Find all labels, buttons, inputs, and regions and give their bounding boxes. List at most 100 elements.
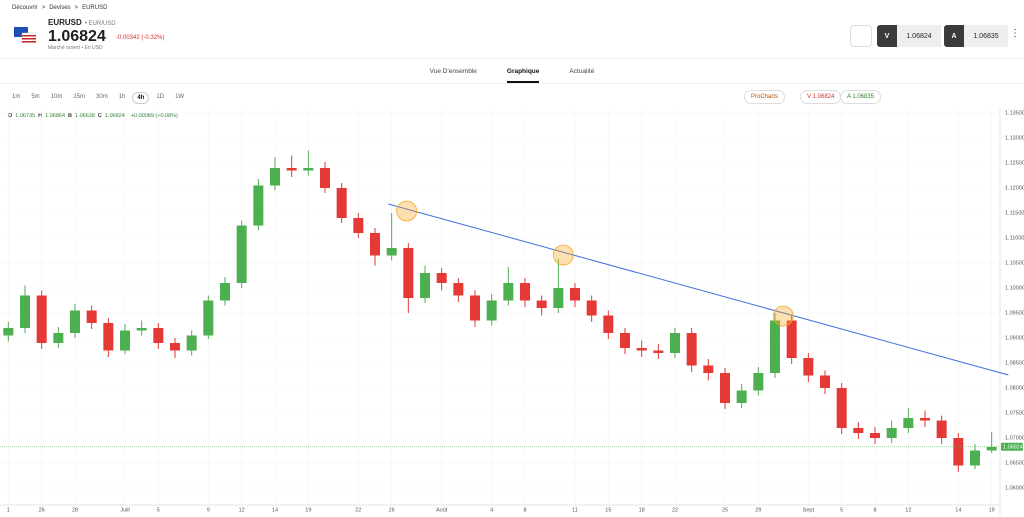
candle-body: [986, 447, 997, 451]
x-tick-label: 14: [272, 507, 278, 513]
y-tick-label: 1.09500: [1005, 310, 1024, 316]
x-tick-label: 19: [989, 507, 995, 513]
tab[interactable]: Vue D'ensemble: [429, 68, 477, 75]
candle-body: [53, 333, 64, 343]
x-tick-label: 11: [572, 507, 578, 513]
sell-pill[interactable]: V 1.06824: [800, 90, 842, 104]
crumb[interactable]: Devises: [49, 5, 71, 11]
timeframe[interactable]: 1W: [175, 94, 185, 100]
last-price-tag: [1001, 442, 1023, 451]
x-tick-label: 5: [157, 507, 160, 513]
y-tick-label: 1.08000: [1005, 385, 1024, 391]
candle-body: [86, 310, 97, 323]
candle-body: [453, 283, 464, 296]
candle-body: [186, 335, 197, 351]
candle-body: [686, 333, 697, 366]
x-tick-label: 9: [207, 507, 210, 513]
candle-body: [420, 273, 430, 298]
highlight-circle: [552, 244, 574, 266]
x-tick-label: 25: [722, 507, 728, 513]
timeframe[interactable]: 30m: [96, 94, 108, 100]
x-tick-label: Juill: [120, 507, 129, 513]
crumb: EURUSD: [82, 5, 108, 11]
y-tick-label: 1.12000: [1005, 185, 1024, 191]
list-button[interactable]: [850, 25, 872, 47]
candle-body: [903, 418, 914, 428]
candle-body: [286, 168, 297, 171]
ohlc-label: C: [97, 113, 102, 119]
tabs: Vue D'ensemble Graphique Actualité: [0, 58, 1024, 84]
ohlc-label: B: [68, 113, 73, 119]
candle-body: [336, 188, 347, 218]
timeframe[interactable]: 1m: [12, 94, 21, 100]
x-tick-label: 4: [490, 507, 493, 513]
timeframe[interactable]: 1h: [118, 94, 126, 100]
candle-body: [953, 438, 964, 466]
y-tick-label: 1.10500: [1005, 260, 1024, 266]
x-tick-label: 15: [605, 507, 611, 513]
ohlc-value: 1.06735: [15, 113, 36, 119]
timeframe[interactable]: 10m: [50, 94, 63, 100]
candle-body: [236, 225, 247, 283]
candle-body: [620, 333, 630, 348]
candle-body: [753, 373, 764, 391]
x-tick-label: 26: [39, 507, 45, 513]
candle-body: [136, 328, 147, 331]
timeframe[interactable]: 5m: [31, 94, 40, 100]
candle-body: [20, 295, 30, 328]
ohlc-legend: O 1.06735 H 1.06864 B 1.06638 C 1.06824 +0.00089…: [8, 113, 178, 119]
candle-body: [720, 373, 730, 403]
sell-button[interactable]: V 1.06824: [877, 25, 941, 47]
x-tick-label: 5: [840, 507, 843, 513]
candle-body: [303, 168, 314, 171]
ohlc-value: 1.06638: [75, 113, 95, 119]
candle-body: [370, 233, 380, 256]
candle-body: [320, 168, 330, 188]
candle-body: [703, 365, 714, 373]
trendline: [388, 203, 1009, 376]
more-button[interactable]: ⋮: [1010, 28, 1020, 39]
breadcrumb: Découvrir > Devises > EURUSD: [12, 5, 108, 11]
x-tick-label: 1: [7, 507, 10, 513]
crumb[interactable]: Découvrir: [12, 5, 38, 11]
candle-body: [586, 300, 597, 316]
y-tick-label: 1.13500: [1005, 110, 1024, 116]
timeframe[interactable]: 15m: [73, 94, 86, 100]
timeframe[interactable]: 1D: [156, 94, 165, 100]
y-tick-label: 1.08500: [1005, 360, 1024, 366]
candle-body: [536, 300, 547, 308]
x-tick-label: 28: [72, 507, 78, 513]
ohlc-label: O: [8, 113, 13, 119]
x-tick-label: 14: [955, 507, 961, 513]
candle-body: [553, 288, 564, 308]
candle-body: [153, 328, 164, 343]
candle-body: [670, 333, 680, 353]
candle-body: [786, 320, 797, 358]
last-price-label: 1.06824: [1003, 444, 1023, 450]
buy-pill[interactable]: A 1.06835: [840, 90, 882, 104]
candle-body: [103, 323, 114, 351]
candle-body: [603, 315, 614, 333]
highlight-circle: [772, 305, 794, 327]
x-tick-label: Août: [436, 507, 448, 513]
x-tick-label: 26: [389, 507, 395, 513]
procharts-button[interactable]: ProCharts: [744, 90, 786, 104]
tab[interactable]: Actualité: [569, 68, 595, 75]
flag-icon: [14, 27, 36, 43]
change: -0.00342 (-0.32%): [116, 35, 165, 41]
candle-body: [470, 295, 480, 321]
buy-button[interactable]: A 1.06835: [944, 25, 1008, 47]
x-tick-label: Sept: [803, 507, 815, 513]
candle-body: [486, 300, 497, 321]
tab[interactable]: Graphique: [506, 59, 540, 83]
x-tick-label: 12: [239, 507, 245, 513]
candle-body: [120, 330, 130, 351]
timeframes: 1m 5m 10m 15m 30m 1h 4h 1D 1W: [8, 92, 188, 104]
x-tick-label: 8: [523, 507, 526, 513]
timeframe[interactable]: 4h: [132, 92, 150, 104]
y-tick-label: 1.11000: [1005, 235, 1024, 241]
candle-body: [503, 283, 514, 301]
y-tick-label: 1.07000: [1005, 435, 1024, 441]
x-tick-label: 22: [355, 507, 361, 513]
